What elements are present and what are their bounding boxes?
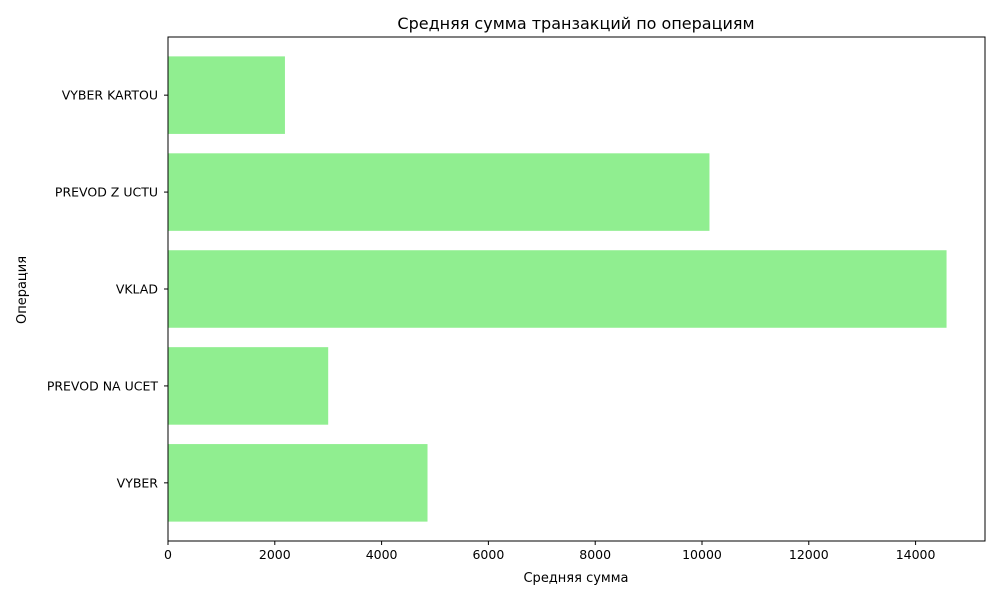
bar-prevod-na-ucet [168,347,329,425]
x-tick-label: 8000 [579,547,611,562]
x-tick-label: 4000 [366,547,398,562]
y-tick-label: VYBER [117,475,159,490]
x-tick-label: 0 [164,547,172,562]
bar-prevod-z-uctu [168,153,710,231]
x-tick-label: 6000 [472,547,504,562]
chart-title: Средняя сумма транзакций по операциям [397,14,754,33]
y-tick-label: VKLAD [116,282,158,297]
x-tick-label: 2000 [259,547,291,562]
x-axis-label: Средняя сумма [523,571,628,586]
y-axis-label: Операция [15,256,30,324]
x-tick-label: 10000 [682,547,722,562]
x-tick-label: 12000 [789,547,829,562]
y-tick-label: PREVOD Z UCTU [55,185,158,200]
bar-vklad [168,250,947,328]
bar-vyber-kartou [168,56,285,134]
y-tick-label: PREVOD NA UCET [47,378,159,393]
y-tick-label: VYBER KARTOU [62,88,158,103]
bar-vyber [168,444,428,522]
x-tick-label: 14000 [896,547,936,562]
